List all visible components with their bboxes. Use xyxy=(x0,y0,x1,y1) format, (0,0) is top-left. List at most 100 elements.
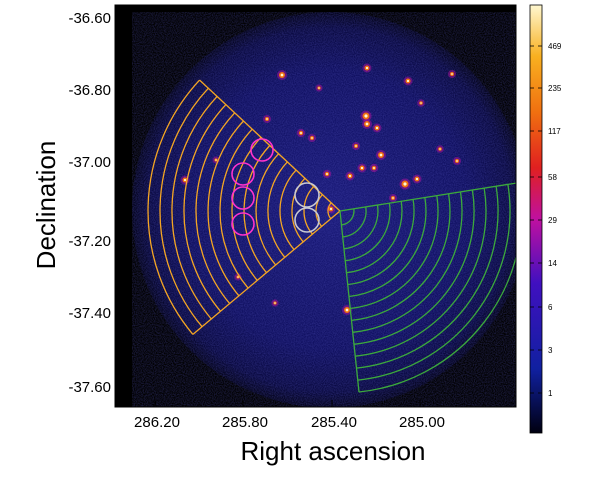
source-core xyxy=(365,122,369,126)
y-tick-labels: -36.60 -36.80 -37.00 -37.20 -37.40 -37.6… xyxy=(68,10,111,396)
colorbar-label: 6 xyxy=(548,303,553,312)
green-sector-arc xyxy=(350,195,439,310)
grey-circle-regions xyxy=(294,182,320,233)
source-core xyxy=(439,148,441,150)
green-sector-arc xyxy=(345,203,391,262)
magenta-circle xyxy=(231,212,255,236)
colorbar-label: 235 xyxy=(548,84,562,93)
orange-sector-arc xyxy=(171,95,218,320)
green-sector-arc xyxy=(343,204,379,250)
source-core xyxy=(348,174,352,178)
y-axis-title: Declination xyxy=(31,141,61,270)
green-sector-arc xyxy=(356,186,499,369)
orange-sector-arc xyxy=(231,136,262,281)
source-core xyxy=(300,132,302,134)
source-core xyxy=(280,73,284,77)
colorbar-label: 14 xyxy=(548,259,557,268)
orange-sector-arc xyxy=(267,161,288,258)
source-core xyxy=(329,207,333,211)
green-sector-arc xyxy=(348,197,427,298)
green-sector-arc xyxy=(352,191,463,333)
magenta-circle xyxy=(231,186,255,210)
grey-circle xyxy=(294,207,320,233)
source-core xyxy=(365,66,369,70)
green-sector-arc xyxy=(355,188,487,357)
y-tick-label: -37.20 xyxy=(68,233,111,250)
y-tick-label: -37.00 xyxy=(68,154,111,171)
colorbar-labels: 469 235 117 58 29 14 6 3 1 xyxy=(548,42,562,398)
colorbar-label: 117 xyxy=(548,127,561,136)
source-core xyxy=(326,173,328,175)
orange-sector-arc xyxy=(147,79,201,335)
source-core xyxy=(375,126,379,130)
x-tick-label: 285.40 xyxy=(311,414,357,431)
point-sources xyxy=(180,63,461,315)
source-core xyxy=(215,159,217,161)
orange-sector-arc xyxy=(279,169,297,251)
x-tick-labels: 286.20 285.80 285.40 285.00 xyxy=(134,414,445,431)
source-core xyxy=(364,114,368,118)
source-core xyxy=(373,167,375,169)
y-tick-label: -36.60 xyxy=(68,10,111,27)
source-core xyxy=(311,137,313,139)
orange-sector-edge xyxy=(192,210,341,335)
source-core xyxy=(420,102,422,104)
source-core xyxy=(415,177,419,181)
orange-sector-arc xyxy=(303,185,315,235)
field-noise xyxy=(132,12,516,407)
orange-sector-arc xyxy=(195,112,236,305)
orange-sector-region xyxy=(147,79,341,335)
green-sector-arc xyxy=(346,201,403,274)
magenta-circle xyxy=(250,138,274,162)
y-tick-label: -37.60 xyxy=(68,379,111,396)
source-core xyxy=(406,79,410,83)
source-core xyxy=(318,87,320,89)
orange-sector-arc xyxy=(315,194,323,227)
colorbar-label: 58 xyxy=(548,173,557,182)
source-core xyxy=(355,145,357,147)
green-sector-edge xyxy=(339,182,516,212)
source-core xyxy=(360,166,364,170)
x-axis-title: Right ascension xyxy=(241,436,426,466)
green-sector-arc xyxy=(342,206,367,238)
orange-sector-arc xyxy=(207,120,244,297)
colorbar-label: 3 xyxy=(548,346,553,355)
green-sector-arc xyxy=(351,193,451,322)
green-sector-region xyxy=(339,182,516,393)
source-core xyxy=(456,160,458,162)
green-sector-arc xyxy=(357,184,511,381)
source-core xyxy=(183,178,187,182)
magenta-circle-regions xyxy=(231,138,274,236)
colorbar-label: 1 xyxy=(548,389,553,398)
source-core xyxy=(379,153,383,157)
orange-sector-arc xyxy=(183,104,227,312)
x-tick-label: 285.80 xyxy=(222,414,268,431)
source-core xyxy=(345,308,349,312)
source-core xyxy=(266,118,268,120)
plot-frame xyxy=(114,4,517,408)
green-sector-arc xyxy=(353,189,475,345)
green-sector-arc xyxy=(358,254,516,393)
grey-circle xyxy=(294,182,320,208)
colorbar xyxy=(529,4,543,434)
tick-marks xyxy=(115,5,421,407)
source-core xyxy=(392,197,394,199)
source-core xyxy=(403,182,407,186)
x-tick-label: 285.00 xyxy=(399,414,445,431)
orange-sector-arc xyxy=(219,128,253,289)
source-core xyxy=(274,302,276,304)
source-core xyxy=(237,276,239,278)
y-tick-label: -37.40 xyxy=(68,305,111,322)
orange-sector-arc xyxy=(255,153,280,266)
source-core xyxy=(451,73,453,75)
colorbar-ticks xyxy=(530,45,542,394)
green-sector-edge xyxy=(339,210,360,393)
orange-sector-edge xyxy=(199,79,341,212)
magenta-circle xyxy=(231,162,255,186)
colorbar-label: 29 xyxy=(548,216,557,225)
orange-sector-arc xyxy=(159,87,209,328)
green-sector-arc xyxy=(341,208,355,226)
green-sector-arc xyxy=(347,199,415,286)
orange-sector-arc xyxy=(327,202,332,220)
